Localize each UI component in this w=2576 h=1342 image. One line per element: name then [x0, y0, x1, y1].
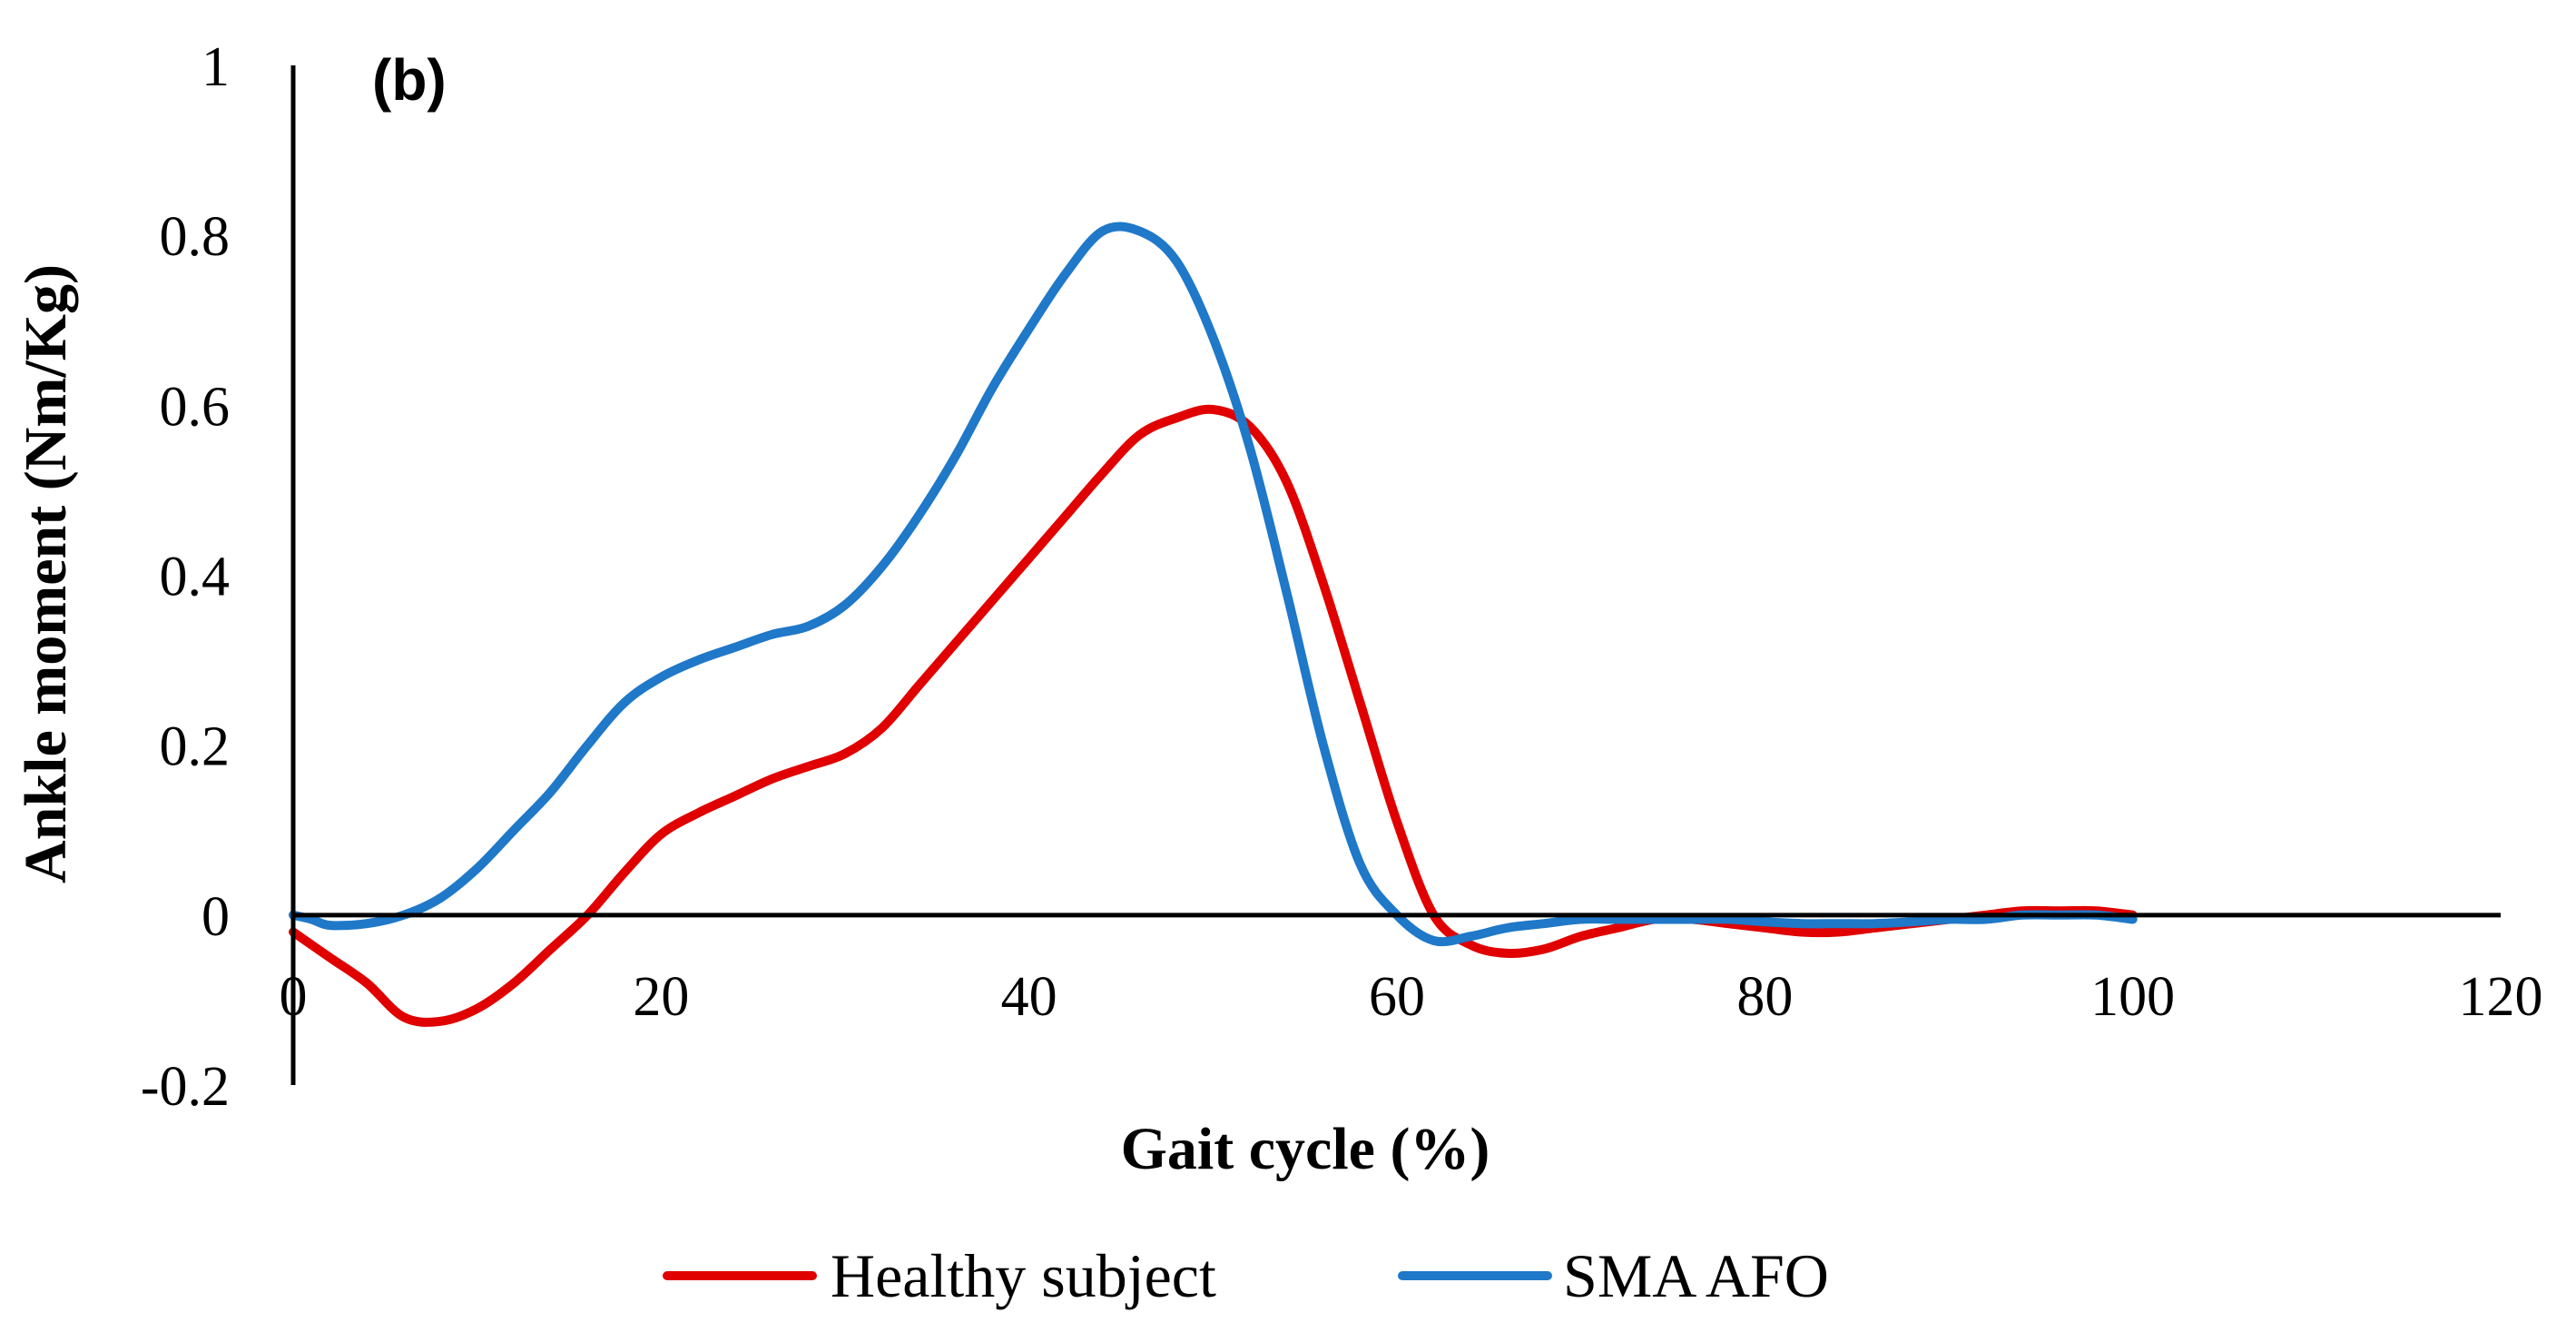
legend: Healthy subject SMA AFO — [663, 1241, 1829, 1310]
panel-label: (b) — [372, 47, 447, 113]
x-tick-label: 0 — [280, 966, 308, 1028]
y-tick-label: 0 — [202, 886, 230, 948]
series-lines — [289, 222, 2138, 1027]
y-axis-title: Ankle moment (Nm/Kg) — [13, 264, 79, 883]
series-line-sma-afo — [289, 222, 2138, 947]
x-tick-label: 80 — [1736, 966, 1793, 1028]
x-tick-label: 20 — [633, 966, 689, 1028]
y-tick-label: -0.2 — [141, 1056, 230, 1118]
y-tick-label: 1 — [202, 36, 230, 98]
y-tick-label: 0.6 — [160, 376, 231, 438]
x-tick-label: 40 — [1001, 966, 1057, 1028]
y-tick-label: 0.8 — [160, 206, 231, 268]
x-tick-label: 120 — [2459, 966, 2543, 1028]
axes — [290, 65, 2501, 1085]
x-axis-title: Gait cycle (%) — [1121, 1116, 1490, 1182]
legend-label-sma-afo: SMA AFO — [1563, 1241, 1829, 1310]
x-tick-label: 60 — [1369, 966, 1425, 1028]
y-tick-label: 0.4 — [160, 547, 231, 608]
series-line-healthy-subject — [289, 404, 2138, 1027]
x-tick-label: 100 — [2090, 966, 2175, 1028]
legend-label-healthy-subject: Healthy subject — [831, 1241, 1216, 1310]
tick-labels: 0 20 40 60 80 100 120 -0.2 0 0.2 0.4 0.6 0.8 1 — [141, 36, 2543, 1118]
y-tick-label: 0.2 — [160, 716, 231, 778]
